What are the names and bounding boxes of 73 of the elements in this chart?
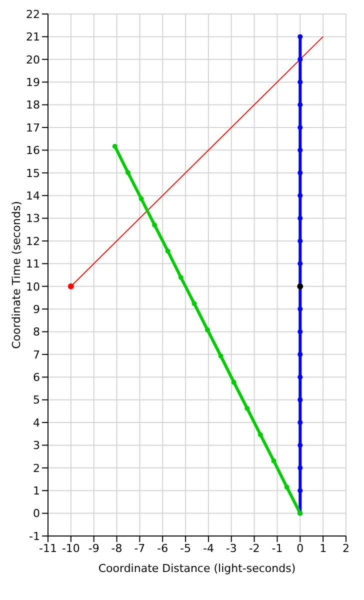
point	[284, 484, 290, 490]
y-tick-label: 19	[26, 76, 40, 89]
y-axis-title: Coordinate Time (seconds)	[10, 201, 23, 349]
y-tick-label: 10	[26, 280, 40, 294]
point	[298, 124, 303, 130]
x-tick-label: -11	[39, 542, 57, 555]
point	[178, 274, 184, 280]
x-tick-label: -8	[111, 542, 122, 555]
point	[112, 144, 118, 149]
point	[298, 488, 303, 494]
point	[298, 193, 303, 198]
y-tick-label: 15	[26, 166, 40, 180]
point	[298, 148, 303, 153]
point	[152, 222, 158, 228]
y-tick-label: 1	[33, 484, 40, 498]
point	[298, 102, 303, 108]
y-tick-label: 9	[33, 302, 40, 316]
point	[298, 170, 303, 176]
x-tick-label: 1	[320, 542, 327, 555]
point	[258, 432, 263, 438]
y-tick-label: 11	[26, 258, 40, 271]
x-tick-label: 0	[296, 542, 304, 555]
y-tick-label: 20	[26, 53, 40, 66]
point	[165, 248, 170, 254]
x-tick-label: -6	[157, 542, 168, 555]
x-tick-label: 2	[342, 542, 350, 555]
y-tick-label: 6	[33, 371, 40, 384]
point	[298, 238, 303, 244]
x-tick-label: -9	[88, 542, 100, 555]
point	[192, 301, 197, 306]
x-tick-label: -4	[202, 542, 214, 555]
point	[298, 34, 303, 40]
point	[68, 283, 74, 290]
x-tick-label: -7	[134, 542, 146, 555]
x-axis-title: Coordinate Distance (light-seconds)	[98, 562, 296, 575]
point	[298, 352, 303, 357]
x-tick-label: -1	[272, 542, 283, 555]
x-tick-label: -5	[180, 542, 192, 555]
point	[271, 458, 276, 464]
point	[205, 327, 210, 332]
point	[298, 329, 303, 334]
point	[244, 406, 250, 411]
x-tick-label: -2	[248, 542, 260, 555]
point	[298, 465, 303, 470]
point	[298, 216, 303, 221]
point	[298, 442, 303, 448]
point	[298, 80, 303, 85]
y-tick-label: 7	[33, 348, 40, 362]
point	[138, 196, 144, 202]
y-tick-label: 14	[26, 189, 40, 202]
y-tick-label: 8	[33, 326, 40, 339]
y-tick-label: 2	[33, 462, 40, 475]
y-tick-label: 22	[26, 8, 40, 21]
point	[298, 56, 303, 62]
y-tick-label: 4	[33, 416, 40, 430]
point	[298, 261, 303, 266]
y-tick-label: 0	[33, 507, 40, 520]
y-tick-label: 18	[26, 98, 40, 112]
y-tick-label: 17	[26, 121, 40, 134]
x-tick-label: -3	[226, 542, 237, 555]
y-tick-label: 13	[26, 212, 40, 226]
point	[126, 170, 130, 176]
point	[298, 374, 303, 380]
y-tick-label: 3	[33, 439, 40, 452]
point	[231, 380, 236, 385]
y-tick-label: 21	[26, 30, 40, 44]
y-tick-label: 12	[26, 234, 40, 248]
y-tick-label: 16	[26, 144, 40, 158]
y-tick-label: -1	[29, 530, 40, 543]
y-tick-label: 5	[33, 394, 40, 407]
x-tick-label: -10	[62, 542, 80, 555]
point	[218, 354, 224, 359]
point	[298, 397, 303, 402]
